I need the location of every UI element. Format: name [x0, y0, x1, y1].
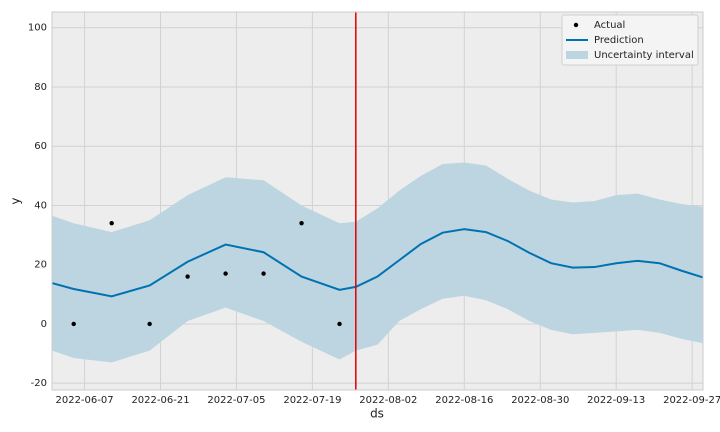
y-tick-label: -20 — [31, 378, 47, 389]
x-axis-label: ds — [370, 407, 384, 421]
x-tick-label: 2022-08-30 — [511, 395, 569, 406]
uncertainty-band — [52, 162, 703, 363]
y-tick-label: 20 — [34, 260, 47, 271]
y-tick-label: 100 — [28, 23, 47, 34]
x-tick-label: 2022-08-16 — [435, 395, 493, 406]
actual-point — [261, 271, 266, 276]
actual-point — [337, 321, 342, 327]
x-tick-label: 2022-07-19 — [283, 395, 341, 406]
legend-box — [561, 14, 699, 66]
actual-point — [299, 221, 304, 226]
actual-point — [147, 321, 152, 327]
legend-label: Prediction — [594, 35, 644, 46]
y-tick-label: 60 — [34, 141, 47, 152]
x-tick-label: 2022-07-05 — [207, 395, 265, 406]
plot-frame — [51, 11, 704, 391]
legend-label: Uncertainty interval — [594, 50, 694, 61]
prediction-line — [51, 228, 704, 298]
x-tick-label: 2022-09-13 — [587, 395, 645, 406]
x-tick-label: 2022-06-21 — [131, 395, 189, 406]
actual-point — [109, 221, 114, 226]
y-axis-label: y — [9, 197, 23, 204]
x-tick-label: 2022-08-02 — [359, 395, 417, 406]
x-tick-label: 2022-06-07 — [55, 395, 113, 406]
legend-marker — [566, 51, 588, 59]
x-tick-label: 2022-09-27 — [663, 395, 720, 406]
actual-point — [185, 274, 190, 279]
actual-point — [223, 271, 228, 276]
y-tick-label: 80 — [34, 82, 47, 93]
legend-label: Actual — [594, 20, 625, 31]
legend-marker — [573, 22, 579, 28]
y-tick-label: 0 — [41, 319, 47, 330]
y-tick-label: 40 — [34, 200, 47, 211]
actual-point — [71, 321, 76, 327]
